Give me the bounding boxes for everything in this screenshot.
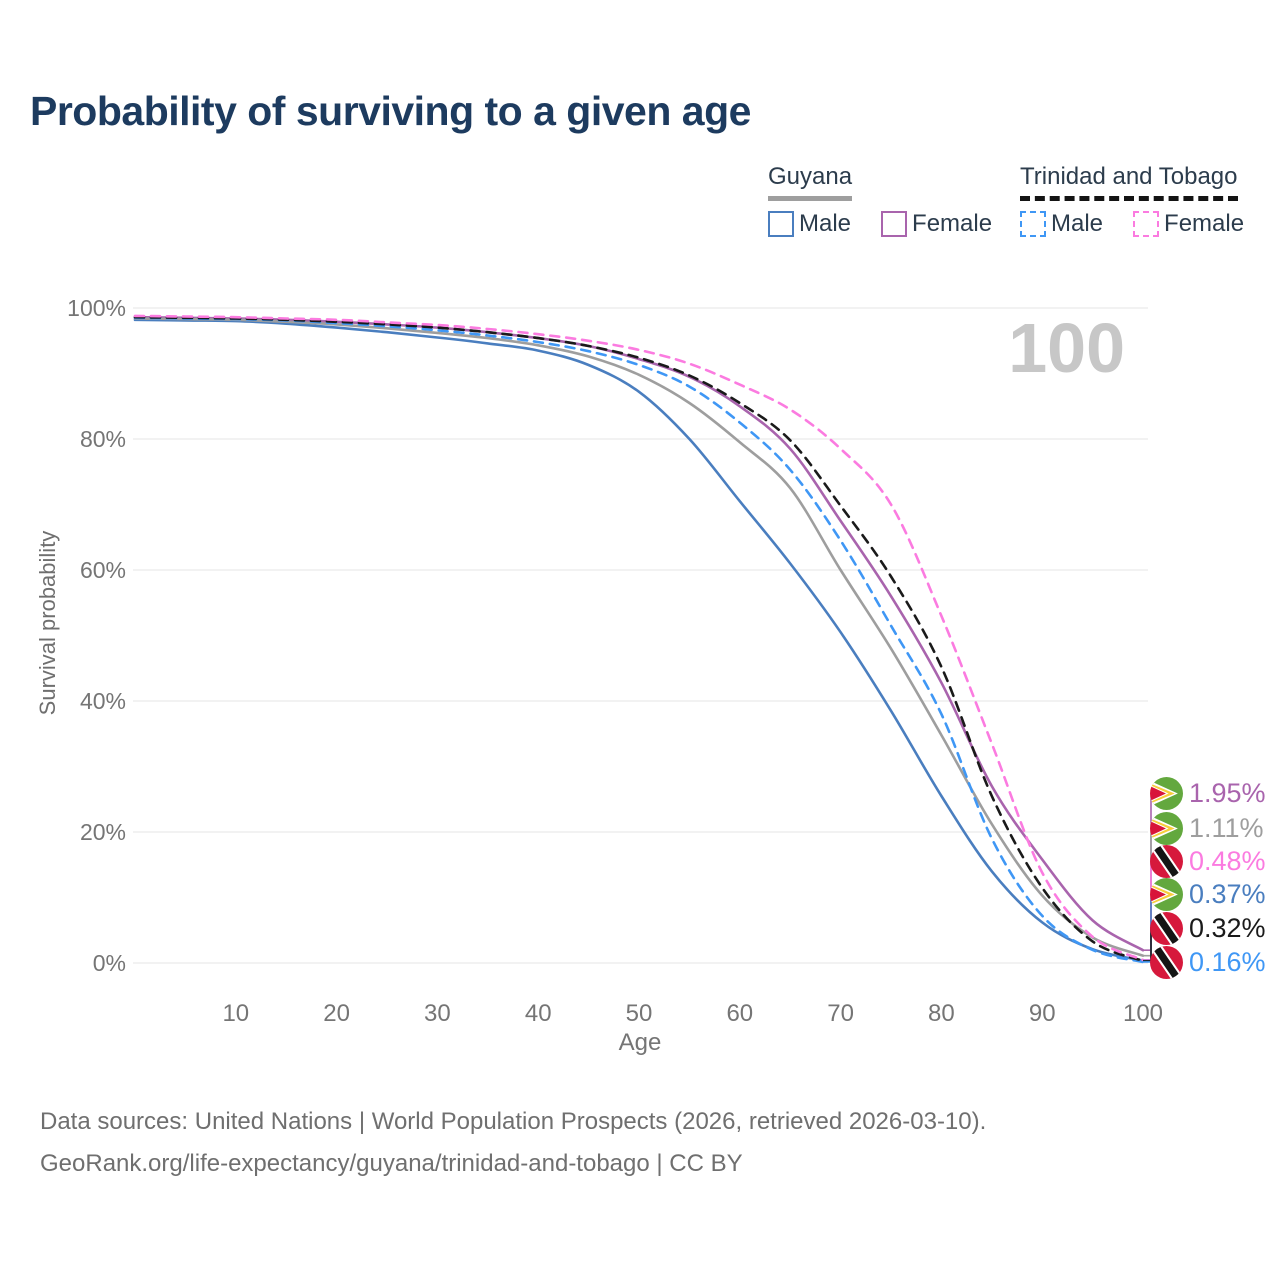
end-label-guyana-both: 1.11% bbox=[1150, 811, 1264, 845]
x-tick-label: 70 bbox=[827, 1000, 854, 1027]
end-label-tt-female: 0.48% bbox=[1150, 844, 1266, 878]
x-axis-title: Age bbox=[619, 1029, 662, 1056]
guyana-flag-icon bbox=[1150, 811, 1183, 845]
series-line-guyana-both-sexes[interactable] bbox=[133, 317, 1145, 957]
end-label-value: 1.11% bbox=[1189, 812, 1264, 843]
end-label-value: 1.95% bbox=[1189, 777, 1266, 808]
end-label-value: 0.37% bbox=[1189, 878, 1266, 909]
x-tick-label: 100 bbox=[1123, 1000, 1163, 1027]
y-tick-label: 100% bbox=[67, 295, 126, 321]
legend-item-label: Female bbox=[1164, 210, 1245, 237]
series-line-trinidad-and-tobago-both-sexes[interactable] bbox=[133, 315, 1145, 963]
end-label-guyana-male: 0.37% bbox=[1150, 877, 1266, 911]
data-sources-note: Data sources: United Nations | World Pop… bbox=[40, 1108, 987, 1135]
end-label-value: 0.32% bbox=[1189, 912, 1266, 943]
tt-female-swatch-icon bbox=[1133, 211, 1160, 237]
legend-group-guyana: Guyana Male Female bbox=[768, 163, 992, 238]
legend-item-guyana-female: Female bbox=[881, 210, 992, 238]
x-tick-label: 40 bbox=[525, 1000, 552, 1027]
end-label-tt-both: 0.32% bbox=[1150, 911, 1266, 945]
end-label-tt-male: 0.16% bbox=[1150, 945, 1266, 979]
legend-item-label: Female bbox=[912, 210, 993, 237]
series-line-trinidad-and-tobago-male[interactable] bbox=[133, 316, 1145, 964]
x-tick-label: 20 bbox=[323, 1000, 350, 1027]
watermark-age-100: 100 bbox=[1008, 309, 1125, 387]
series-line-trinidad-and-tobago-female[interactable] bbox=[133, 314, 1145, 962]
y-tick-label: 40% bbox=[80, 688, 126, 714]
x-tick-label: 60 bbox=[726, 1000, 753, 1027]
trinidad-and-tobago-flag-icon bbox=[1150, 844, 1183, 878]
series-line-guyana-female[interactable] bbox=[133, 315, 1145, 952]
legend-item-label: Male bbox=[1051, 210, 1104, 237]
x-tick-label: 90 bbox=[1029, 1000, 1056, 1027]
chart-title: Probability of surviving to a given age bbox=[30, 88, 751, 134]
series-line-guyana-male[interactable] bbox=[133, 318, 1145, 962]
legend-item-guyana-male: Male bbox=[768, 210, 851, 238]
x-tick-label: 80 bbox=[928, 1000, 955, 1027]
y-tick-label: 80% bbox=[80, 426, 126, 452]
legend-item-label: Male bbox=[799, 210, 852, 237]
legend-country-trinidad-and-tobago: Trinidad and Tobago bbox=[1020, 163, 1238, 201]
attribution-note: GeoRank.org/life-expectancy/guyana/trini… bbox=[40, 1150, 743, 1177]
x-tick-label: 30 bbox=[424, 1000, 451, 1027]
y-tick-label: 60% bbox=[80, 557, 126, 583]
y-tick-label: 20% bbox=[80, 819, 126, 845]
tt-male-swatch-icon bbox=[1020, 211, 1046, 237]
end-label-guyana-female: 1.95% bbox=[1150, 776, 1266, 810]
end-label-value: 0.16% bbox=[1189, 946, 1266, 977]
guyana-male-swatch-icon bbox=[768, 211, 794, 237]
guyana-female-swatch-icon bbox=[881, 211, 908, 237]
legend-item-tt-male: Male bbox=[1020, 210, 1103, 238]
legend-country-guyana: Guyana bbox=[768, 163, 853, 201]
trinidad-and-tobago-flag-icon bbox=[1150, 945, 1183, 979]
x-tick-label: 50 bbox=[626, 1000, 653, 1027]
guyana-flag-icon bbox=[1150, 877, 1183, 911]
legend-group-trinidad-and-tobago: Trinidad and Tobago Male Female bbox=[1020, 163, 1244, 238]
end-label-value: 0.48% bbox=[1189, 845, 1266, 876]
x-tick-label: 10 bbox=[222, 1000, 249, 1027]
y-tick-label: 0% bbox=[93, 950, 126, 976]
trinidad-and-tobago-flag-icon bbox=[1150, 911, 1183, 945]
guyana-flag-icon bbox=[1150, 776, 1183, 810]
legend-item-tt-female: Female bbox=[1133, 210, 1244, 238]
